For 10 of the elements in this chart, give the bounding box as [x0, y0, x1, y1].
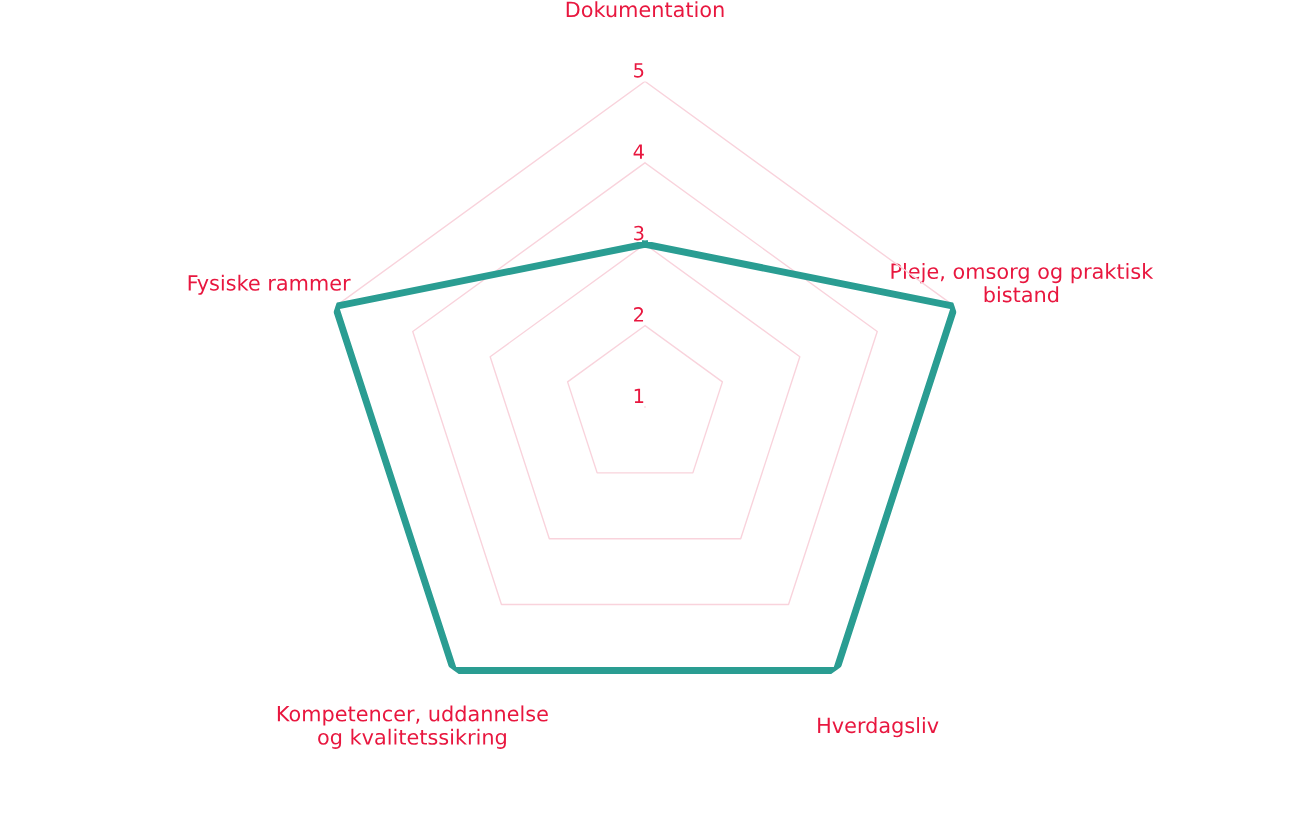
y-tick-label: 5 [634, 63, 644, 78]
spoke-label: Fysiske rammer [188, 274, 351, 295]
spoke-label: Dokumentation [566, 1, 724, 18]
y-tick-label: 3 [634, 225, 644, 241]
y-tick-label: 4 [633, 144, 644, 159]
spoke-label: Pleje, omsorg og praktisk bistand [891, 262, 1154, 303]
spoke-label: Hverdagsliv [818, 717, 939, 738]
y-tick-label: 1 [634, 388, 644, 403]
y-tick-label: 2 [634, 307, 644, 322]
spoke-label: Kompetencer, uddannelse og kvalitetssikring [277, 705, 548, 749]
